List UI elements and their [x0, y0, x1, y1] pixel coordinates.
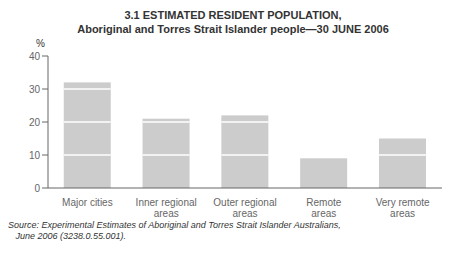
svg-text:0: 0 [34, 183, 40, 194]
svg-text:Outer regionalareas: Outer regionalareas [213, 197, 276, 218]
html-text:June 2006 (3238.0.55.001).: June 2006 (3238.0.55.001). [8, 231, 127, 241]
svg-text:Inner regionalareas: Inner regionalareas [136, 197, 197, 218]
svg-text:40: 40 [29, 51, 41, 62]
html-text:Source: Experimental Estimates: Source: Experimental Estimates of Aborig… [8, 220, 341, 230]
html-text:3.1 ESTIMATED RESIDENT POPULAT: 3.1 ESTIMATED RESIDENT POPULATION, [124, 9, 342, 21]
svg-text:10: 10 [29, 150, 41, 161]
svg-text:Major cities: Major cities [62, 197, 113, 208]
svg-text:Remoteareas: Remoteareas [306, 197, 341, 218]
svg-text:30: 30 [29, 84, 41, 95]
svg-text:Very remoteareas: Very remoteareas [376, 197, 430, 218]
html-text:Aboriginal and Torres Strait I: Aboriginal and Torres Strait Islander pe… [77, 23, 389, 35]
svg-text:20: 20 [29, 117, 41, 128]
